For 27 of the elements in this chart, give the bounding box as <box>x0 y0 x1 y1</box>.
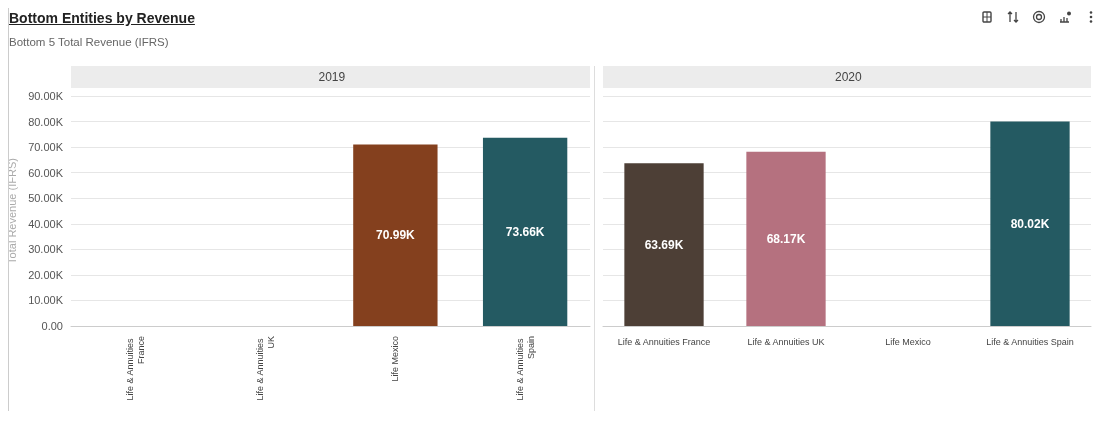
data-label: 63.69K <box>644 237 684 252</box>
y-tick-label: 20.00K <box>28 268 64 281</box>
x-tick-label: Life & Annuities Spain <box>986 336 1074 347</box>
y-tick-label: 40.00K <box>28 217 64 230</box>
y-tick-label: 70.00K <box>28 141 64 154</box>
y-tick-label: 50.00K <box>28 192 64 205</box>
x-tick-label: Life Mexico <box>390 336 401 382</box>
y-tick-label: 60.00K <box>28 166 64 179</box>
y-tick-label: 90.00K <box>28 90 64 102</box>
data-label: 80.02K <box>1010 216 1050 231</box>
x-tick-label: Life & Annuities UK <box>747 336 825 347</box>
chart-title: Bottom Entities by Revenue <box>9 9 196 26</box>
x-tick-label: Life & Annuities France <box>125 336 147 401</box>
chart-subtitle: Bottom 5 Total Revenue (IFRS) <box>9 36 170 48</box>
text: 2020 <box>835 70 863 84</box>
data-label: 70.99K <box>376 228 416 243</box>
data-label: 68.17K <box>766 231 806 246</box>
x-tick-label: Life & Annuities Spain <box>514 336 536 401</box>
y-tick-label: 10.00K <box>28 294 64 307</box>
y-tick-label: 30.00K <box>28 243 64 256</box>
data-label: 73.66K <box>505 224 545 239</box>
x-tick-label: Life & Annuities France <box>617 336 711 347</box>
x-tick-label: Life Mexico <box>885 336 931 347</box>
x-tick-label: Life & Annuities UK <box>255 336 277 401</box>
text: 2019 <box>318 70 346 84</box>
y-tick-label: 80.00K <box>28 115 64 128</box>
y-tick-label: 0.00 <box>41 320 63 332</box>
